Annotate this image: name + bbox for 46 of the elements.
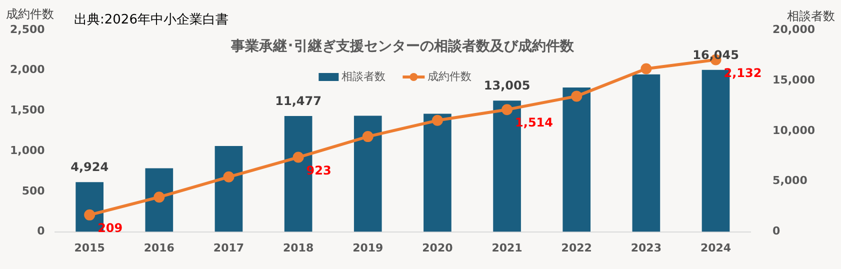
x-tick-label: 2024 [700,241,732,254]
data-label: 13,005 [484,78,530,93]
y-tick-label: 1,500 [10,104,46,117]
data-label: 4,924 [70,160,109,174]
y2-tick-label: 10,000 [772,124,816,137]
data-label: 11,477 [275,94,322,108]
bar [424,114,452,232]
y-tick-label: 2,000 [10,63,46,76]
x-tick-label: 2017 [213,241,244,254]
point [502,104,513,116]
point [154,192,165,203]
y-tick-label: 500 [22,184,46,198]
legend-label: 相談者数 [342,70,386,83]
x-tick-label: 2019 [352,241,384,254]
bar [214,146,243,232]
point [432,114,443,126]
x-tick-label: 2021 [492,241,522,254]
y-axis-title: 成約件数 [6,7,54,22]
bar [562,88,591,232]
x-tick-label: 2023 [630,241,662,254]
x-tick-label: 2022 [561,241,592,254]
point [84,209,96,220]
y2-tick-label: 5,000 [772,174,808,188]
bar [145,168,174,232]
x-tick-label: 2020 [422,241,454,254]
bar [354,116,382,232]
bar [632,74,660,232]
x-tick-label: 2015 [74,241,105,254]
point [362,131,374,142]
y2-tick-label: 20,000 [772,22,816,36]
y-tick-label: 1,000 [10,144,46,157]
y-tick-label: 0 [37,224,46,238]
y2-tick-label: 0 [772,224,781,238]
y2-axis-title: 相談者数 [787,9,835,24]
point [571,90,582,102]
data-label: 16,045 [692,48,739,62]
source-note: 出典:2026年中小企業白書 [74,12,228,28]
x-tick-label: 2016 [144,241,175,254]
point [640,63,652,74]
x-tick-label: 2018 [282,241,314,254]
text: 事業承継･引継ぎ支援センターの相談者数及び成約件数 [230,38,576,55]
y2-tick-label: 15,000 [772,73,816,86]
point [292,152,304,163]
y-tick-label: 2,500 [10,22,46,36]
legend-label: 成約件数 [428,70,472,83]
point [223,171,234,182]
